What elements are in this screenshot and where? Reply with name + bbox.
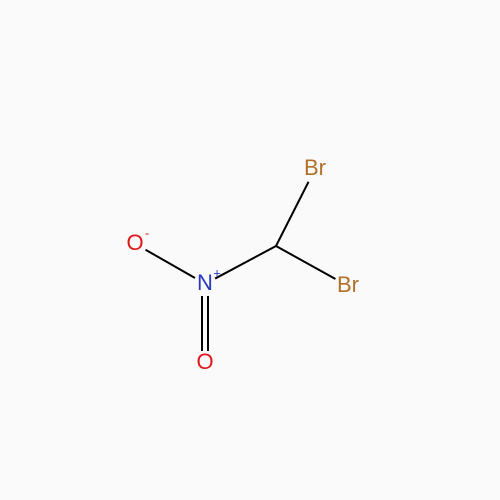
bond [207, 296, 209, 351]
charge-N1: + [213, 267, 221, 280]
atom-O2: O [126, 232, 143, 254]
bond [275, 181, 309, 246]
bond [276, 245, 337, 280]
charge-O2: - [145, 227, 149, 240]
atom-N1: N [197, 272, 213, 294]
atom-O1: O [196, 351, 213, 373]
molecule-canvas: { "canvas": { "w": 500, "h": 500, "backg… [0, 0, 500, 500]
atom-Br1: Br [304, 157, 326, 179]
bond [201, 296, 203, 351]
bond [215, 245, 276, 279]
bond [145, 249, 195, 279]
atom-Br2: Br [337, 274, 359, 296]
